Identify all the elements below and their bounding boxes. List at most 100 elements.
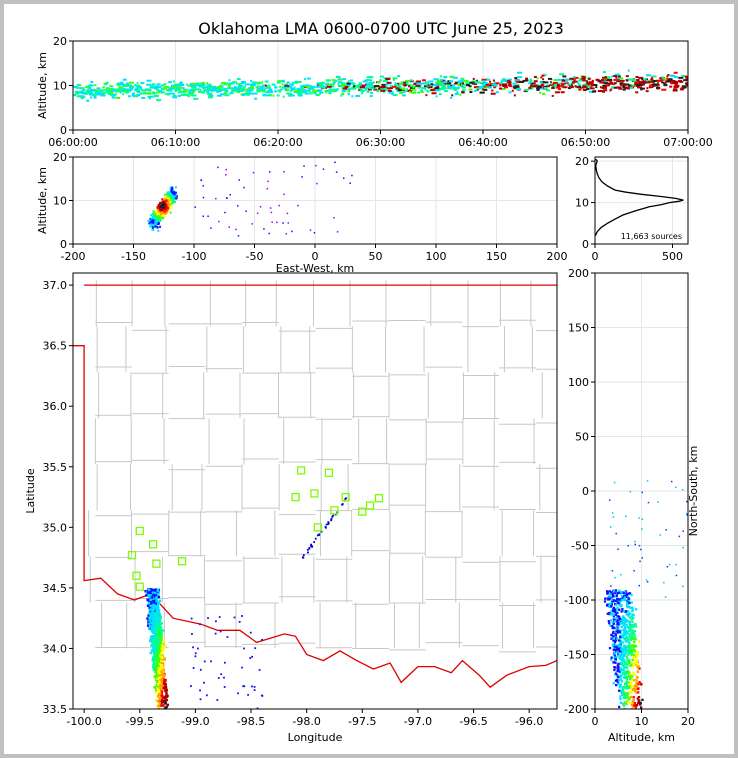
ns-source-mark	[633, 687, 636, 690]
plan-source-mark	[243, 685, 246, 688]
ns-source-mark	[631, 649, 634, 653]
plan-source-mark	[158, 673, 162, 677]
time-source-mark	[370, 83, 373, 86]
ytick-label: 10	[53, 80, 67, 93]
ew-source-mark	[217, 166, 219, 169]
time-source-mark	[438, 84, 443, 87]
time-source-mark	[615, 76, 618, 79]
time-source-mark	[116, 96, 121, 99]
plan-source-mark	[311, 545, 313, 548]
ew-source-mark	[154, 216, 157, 219]
ns-source-mark	[620, 648, 623, 651]
ns-source-mark	[619, 701, 623, 704]
time-source-mark	[351, 95, 354, 98]
time-source-mark	[262, 94, 268, 97]
time-source-mark	[661, 81, 664, 84]
ew-source-mark	[162, 209, 165, 212]
ns-source-mark	[619, 689, 623, 692]
time-source-mark	[154, 87, 159, 90]
plan-source-mark	[146, 604, 150, 607]
plan-source-mark	[149, 617, 152, 620]
time-source-mark	[485, 78, 489, 81]
time-source-mark	[551, 94, 554, 97]
ew-source-mark	[210, 227, 212, 229]
time-source-mark	[579, 85, 582, 88]
time-source-mark	[155, 91, 160, 94]
ew-source-mark	[171, 186, 174, 189]
ns-source-mark	[623, 654, 626, 657]
time-source-mark	[96, 93, 102, 96]
ns-source-mark	[624, 640, 627, 643]
ew-source-mark	[168, 194, 171, 197]
time-source-mark	[578, 88, 582, 91]
time-source-mark	[146, 79, 152, 82]
time-source-mark	[455, 88, 458, 91]
time-source-mark	[95, 91, 101, 94]
time-source-mark	[399, 90, 402, 93]
time-source-mark	[627, 78, 632, 81]
time-source-mark	[176, 83, 180, 86]
time-source-mark	[131, 92, 135, 95]
time-source-mark	[421, 82, 426, 85]
time-source-mark	[122, 88, 128, 91]
plan-source-mark	[199, 698, 202, 701]
plan-source-mark	[152, 646, 156, 649]
plan-source-mark	[153, 628, 156, 632]
time-source-mark	[167, 89, 173, 92]
time-source-mark	[686, 81, 688, 84]
plan-source-mark	[318, 534, 321, 536]
ytick-label: -50	[571, 540, 589, 553]
ns-source-mark	[616, 631, 620, 634]
plan-source-mark	[161, 677, 164, 680]
plan-source-mark	[157, 639, 160, 642]
ns-source-mark	[621, 607, 624, 611]
xtick-label: -98.0	[292, 715, 320, 728]
time-source-mark	[657, 86, 661, 89]
time-source-mark	[413, 85, 417, 88]
time-source-mark	[410, 87, 416, 90]
lma-station-marker	[135, 526, 144, 536]
ns-source-mark	[608, 622, 611, 625]
ns-source-mark	[630, 682, 633, 685]
plan-source-mark	[152, 668, 156, 671]
time-source-mark	[101, 90, 104, 93]
ns-source-mark	[617, 682, 620, 686]
time-source-mark	[259, 85, 265, 88]
lma-figure: Oklahoma LMA 0600-0700 UTC June 25, 2023…	[24, 19, 713, 744]
time-source-mark	[392, 94, 398, 97]
y-axis-label: North-South, km	[687, 446, 700, 537]
time-source-mark	[264, 80, 269, 83]
time-source-mark	[227, 85, 231, 88]
ns-source-mark	[632, 617, 635, 620]
time-source-mark	[595, 78, 600, 81]
time-source-mark	[439, 81, 443, 84]
ns-source-mark	[611, 621, 614, 624]
ew-source-mark	[349, 182, 351, 184]
ns-source-mark	[631, 645, 634, 648]
time-source-mark	[400, 88, 406, 91]
ns-source-mark	[630, 707, 633, 709]
time-source-mark	[162, 83, 166, 86]
time-source-mark	[330, 85, 335, 88]
time-source-mark	[537, 86, 542, 89]
time-source-mark	[87, 92, 93, 95]
time-source-mark	[456, 91, 459, 94]
time-source-mark	[454, 93, 459, 96]
time-source-mark	[199, 82, 203, 85]
ew-source-mark	[225, 168, 227, 171]
time-source-mark	[593, 84, 598, 87]
plan-source-mark	[313, 541, 316, 544]
ew-source-mark	[229, 193, 232, 196]
time-source-mark	[240, 87, 243, 90]
plan-source-mark	[302, 554, 305, 557]
time-source-mark	[516, 80, 520, 83]
ns-source-mark	[639, 703, 642, 706]
time-source-mark	[515, 87, 521, 90]
ns-source-mark	[674, 486, 677, 489]
time-source-mark	[174, 89, 177, 92]
time-source-mark	[390, 92, 394, 95]
ns-source-mark	[619, 695, 622, 698]
time-source-mark	[641, 78, 644, 81]
plan-source-mark	[164, 644, 167, 648]
time-source-mark	[635, 81, 640, 84]
